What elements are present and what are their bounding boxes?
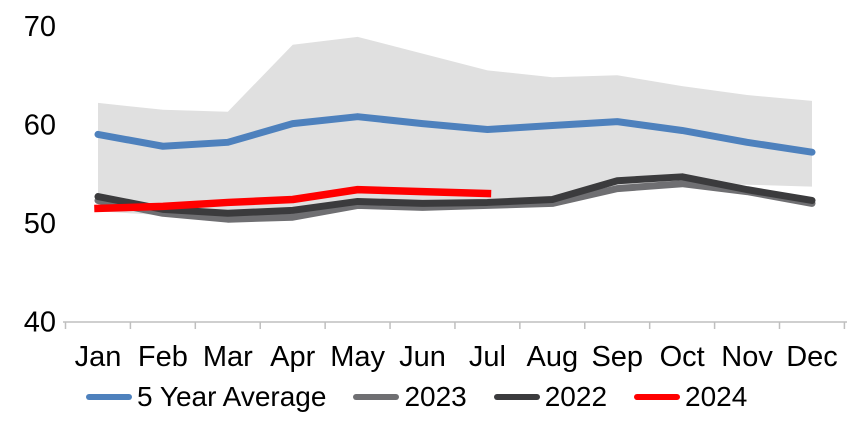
series-line-5-year-average	[94, 113, 816, 156]
y-axis-label-70: 70	[24, 11, 56, 43]
legend-swatch-5-year-average	[86, 394, 132, 400]
x-axis-label-mar: Mar	[203, 341, 253, 373]
legend-item-5-year-average: 5 Year Average	[86, 383, 326, 411]
y-axis-label-40: 40	[24, 307, 56, 339]
legend-swatch-2022	[493, 394, 540, 400]
legend-label-2022: 2022	[544, 381, 608, 412]
legend-label-2024: 2024	[685, 381, 748, 412]
y-axis-label-60: 60	[24, 110, 56, 142]
chart-legend: 5 Year Average 2023 2022 2024	[86, 383, 747, 411]
series-line-2022	[94, 173, 816, 217]
series-line-2024	[94, 185, 492, 213]
legend-label-5-year-average: 5 Year Average	[137, 381, 327, 412]
x-axis-label-oct: Oct	[660, 341, 705, 373]
legend-item-2024: 2024	[634, 383, 747, 411]
x-axis-label-nov: Nov	[721, 341, 773, 373]
legend-swatch-2024	[634, 394, 681, 400]
x-axis-label-dec: Dec	[786, 341, 838, 373]
x-axis-label-jun: Jun	[399, 341, 446, 373]
x-axis-label-feb: Feb	[138, 341, 188, 373]
legend-label-2023: 2023	[404, 381, 467, 412]
line-chart-plot: 70 60 50 40 Jan Feb Mar Apr May Jun Jul Aug Sep Oct No…	[24, 11, 847, 373]
x-axis-label-sep: Sep	[591, 341, 643, 373]
legend-swatch-2023	[353, 394, 400, 400]
x-axis-label-jul: Jul	[469, 341, 506, 373]
x-axis-label-aug: Aug	[527, 341, 579, 373]
x-axis-label-jan: Jan	[75, 341, 122, 373]
legend-item-2023: 2023	[353, 381, 467, 412]
legend-item-2022: 2022	[493, 381, 608, 412]
y-axis-label-50: 50	[24, 208, 56, 240]
x-axis-label-apr: Apr	[270, 341, 315, 373]
x-axis-label-may: May	[330, 341, 385, 373]
